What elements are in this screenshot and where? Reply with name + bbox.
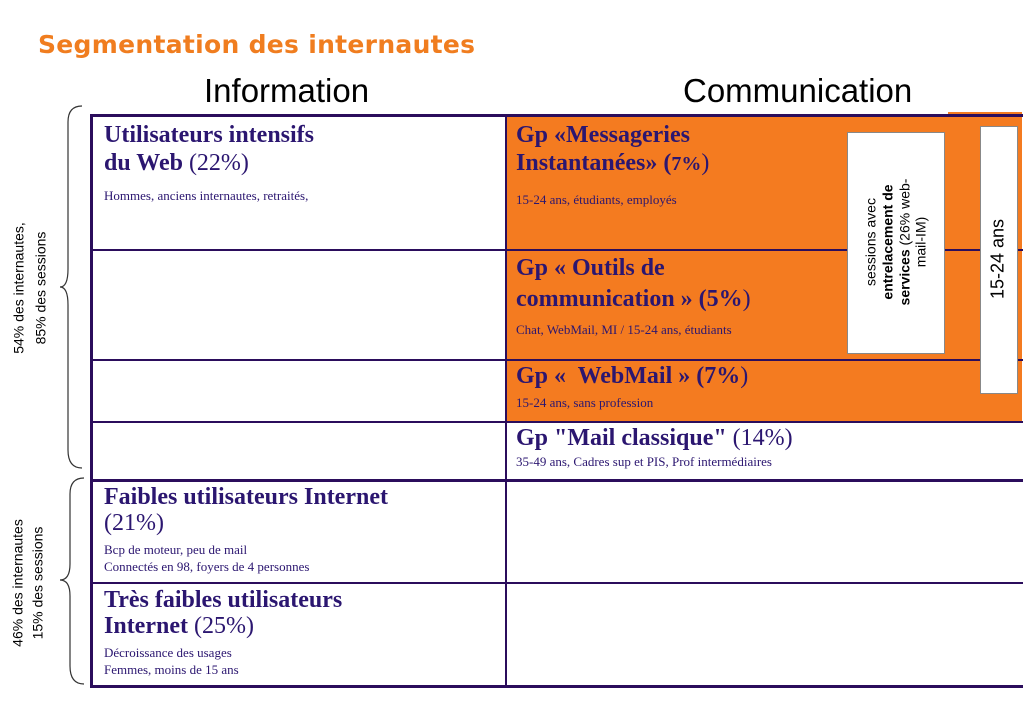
brace-bottom — [59, 477, 85, 685]
segment-communication-tools-line1: Gp « Outils de — [516, 255, 665, 281]
segment-heavy-users-pct: (22%) — [188, 150, 249, 177]
segment-instant-messaging: Gp «Messageries Instantanées» (7%) 15-24… — [516, 121, 836, 209]
segment-webmail-close: ) — [740, 363, 749, 389]
segment-communication-tools: Gp « Outils de communication » (5%) Chat… — [516, 253, 836, 340]
segment-instant-messaging-desc: 15-24 ans, étudiants, employés — [516, 192, 677, 208]
row-divider-2 — [90, 359, 1023, 361]
segment-instant-messaging-pct: 7% — [671, 153, 702, 176]
side-label-top: 54% des internautes, 85% des sessions — [8, 222, 51, 354]
segment-classic-mail-label: Gp "Mail classique" — [516, 425, 727, 451]
segment-light-users: Faibles utilisateurs Internet (21%) Bcp … — [104, 484, 502, 576]
brace-top — [59, 105, 83, 469]
segment-webmail-desc: 15-24 ans, sans profession — [516, 395, 654, 411]
segment-webmail-label: Gp « WebMail » ( — [516, 363, 705, 389]
highlight-block-webmail — [507, 360, 1022, 422]
segment-webmail-pct: 7% — [704, 363, 741, 389]
callout-sessions-box — [847, 132, 945, 354]
segment-heavy-users-desc: Hommes, anciens internautes, retraités, — [104, 188, 309, 204]
segment-communication-tools-pct: 5% — [706, 286, 743, 313]
segment-instant-messaging-line2: Instantanées» ( — [516, 150, 672, 177]
segment-very-light-users-line2: Internet — [104, 613, 188, 640]
row-divider-3 — [90, 421, 1023, 423]
segment-communication-tools-desc: Chat, WebMail, MI / 15-24 ans, étudiants — [516, 322, 732, 338]
segment-instant-messaging-close: ) — [701, 150, 710, 177]
segment-communication-tools-close: ) — [742, 286, 751, 313]
segment-very-light-users: Très faibles utilisateurs Internet (25%)… — [104, 587, 502, 679]
segment-communication-tools-line2: communication » ( — [516, 286, 707, 313]
callout-sessions-text: sessions avec entrelacement de services … — [862, 179, 929, 306]
segment-instant-messaging-line1: Gp «Messageries — [516, 122, 690, 148]
segment-classic-mail-pct: (14%) — [726, 425, 793, 451]
segment-very-light-users-pct: (25%) — [187, 613, 254, 640]
table-border-bottom — [90, 685, 1023, 688]
table-column-divider — [505, 114, 507, 688]
row-divider-4 — [90, 479, 1023, 482]
page-title: Segmentation des internautes — [38, 30, 476, 59]
row-divider-1 — [90, 249, 1023, 251]
callout-sessions-line3: (26% web- — [896, 178, 912, 250]
segment-light-users-label: Faibles utilisateurs Internet — [104, 484, 388, 510]
callout-sessions-line3-bold: services — [896, 249, 912, 306]
segment-light-users-desc1: Bcp de moteur, peu de mail — [104, 541, 248, 557]
callout-sessions-line4: mail-IM) — [912, 216, 929, 268]
segment-very-light-users-desc1: Décroissance des usages — [104, 644, 232, 660]
row-divider-5 — [90, 582, 1023, 584]
callout-age-box — [980, 126, 1018, 394]
side-label-bottom-line1: 46% des internautes — [9, 519, 26, 647]
segment-light-users-pct: (21%) — [104, 510, 164, 537]
side-label-bottom: 46% des internautes 15% des sessions — [8, 519, 49, 647]
callout-sessions-line2: entrelacement de — [879, 184, 896, 300]
table-border-top — [90, 114, 1023, 117]
callout-age-text: 15-24 ans — [987, 218, 1008, 300]
segment-heavy-users: Utilisateurs intensifs du Web (22%) Homm… — [104, 121, 499, 205]
column-header-communication: Communication — [683, 72, 913, 109]
segment-very-light-users-line1: Très faibles utilisateurs — [104, 587, 343, 613]
callout-sessions-line1: sessions avec — [862, 198, 879, 286]
side-label-top-line1: 54% des internautes, — [10, 222, 27, 354]
table-border-left — [90, 114, 93, 688]
segment-light-users-desc2: Connectés en 98, foyers de 4 personnes — [104, 559, 310, 575]
column-header-information: Information — [204, 72, 370, 109]
segment-classic-mail: Gp "Mail classique" (14%) 35-49 ans, Cad… — [516, 424, 1016, 471]
segment-very-light-users-desc2: Femmes, moins de 15 ans — [104, 662, 239, 678]
segment-heavy-users-line1: Utilisateurs intensifs — [104, 122, 314, 148]
side-label-bottom-line2: 15% des sessions — [30, 526, 46, 640]
segment-heavy-users-line2: du Web — [104, 150, 183, 177]
side-label-top-line2: 85% des sessions — [32, 231, 48, 345]
segment-webmail: Gp « WebMail » (7%) 15-24 ans, sans prof… — [516, 362, 836, 412]
segment-classic-mail-desc: 35-49 ans, Cadres sup et PIS, Prof inter… — [516, 454, 772, 470]
